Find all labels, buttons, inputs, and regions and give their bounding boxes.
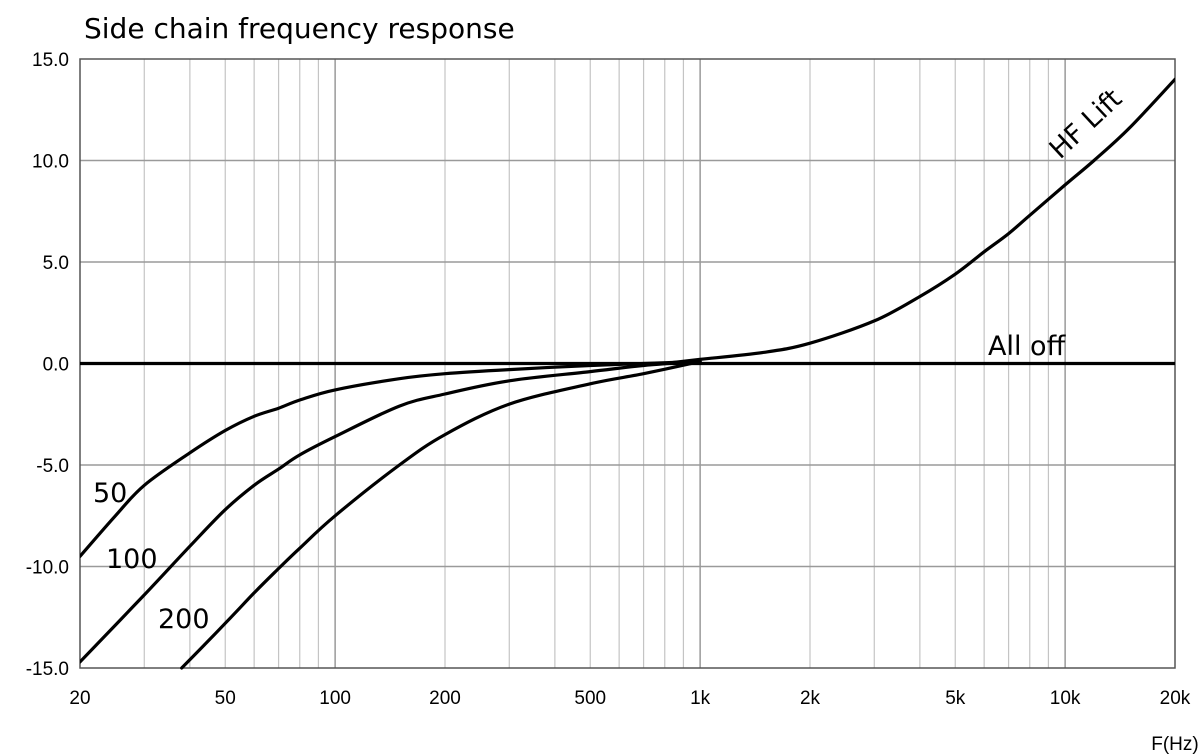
y-axis-ticks: 15.0 10.0 5.0 0.0 -5.0 -10.0 -15.0 (26, 50, 69, 680)
series-line-100 (80, 359, 702, 664)
x-tick-label: 20 (69, 688, 90, 709)
x-axis-ticks: 20 50 100 200 500 1k 2k 5k 10k 20k (69, 688, 1190, 709)
x-axis-label: F(Hz) (1151, 734, 1198, 754)
x-tick-label: 1k (690, 688, 711, 709)
label-hf-lift: HF Lift (1044, 83, 1128, 165)
x-tick-label: 500 (574, 688, 606, 709)
x-tick-label: 20k (1160, 688, 1191, 709)
series-line-200 (180, 359, 702, 670)
x-tick-label: 50 (215, 688, 236, 709)
y-tick-label: -10.0 (26, 558, 69, 579)
x-tick-label: 10k (1050, 688, 1081, 709)
y-tick-label: 10.0 (32, 152, 69, 173)
y-tick-label: -5.0 (36, 456, 69, 477)
chart-title: Side chain frequency response (84, 12, 515, 45)
y-tick-label: -15.0 (26, 659, 69, 680)
label-50: 50 (93, 478, 127, 509)
y-tick-label: 0.0 (43, 355, 69, 376)
label-all-off: All off (988, 331, 1067, 362)
series-line-50 (80, 359, 702, 558)
label-200: 200 (158, 604, 210, 635)
x-tick-label: 5k (945, 688, 966, 709)
label-100: 100 (106, 544, 158, 575)
response-curves (80, 77, 1175, 670)
series-line-hf-lift (663, 77, 1175, 366)
x-tick-label: 200 (429, 688, 461, 709)
y-tick-label: 5.0 (43, 253, 69, 274)
y-tick-label: 15.0 (32, 50, 69, 71)
x-tick-label: 2k (800, 688, 821, 709)
x-tick-label: 100 (319, 688, 351, 709)
